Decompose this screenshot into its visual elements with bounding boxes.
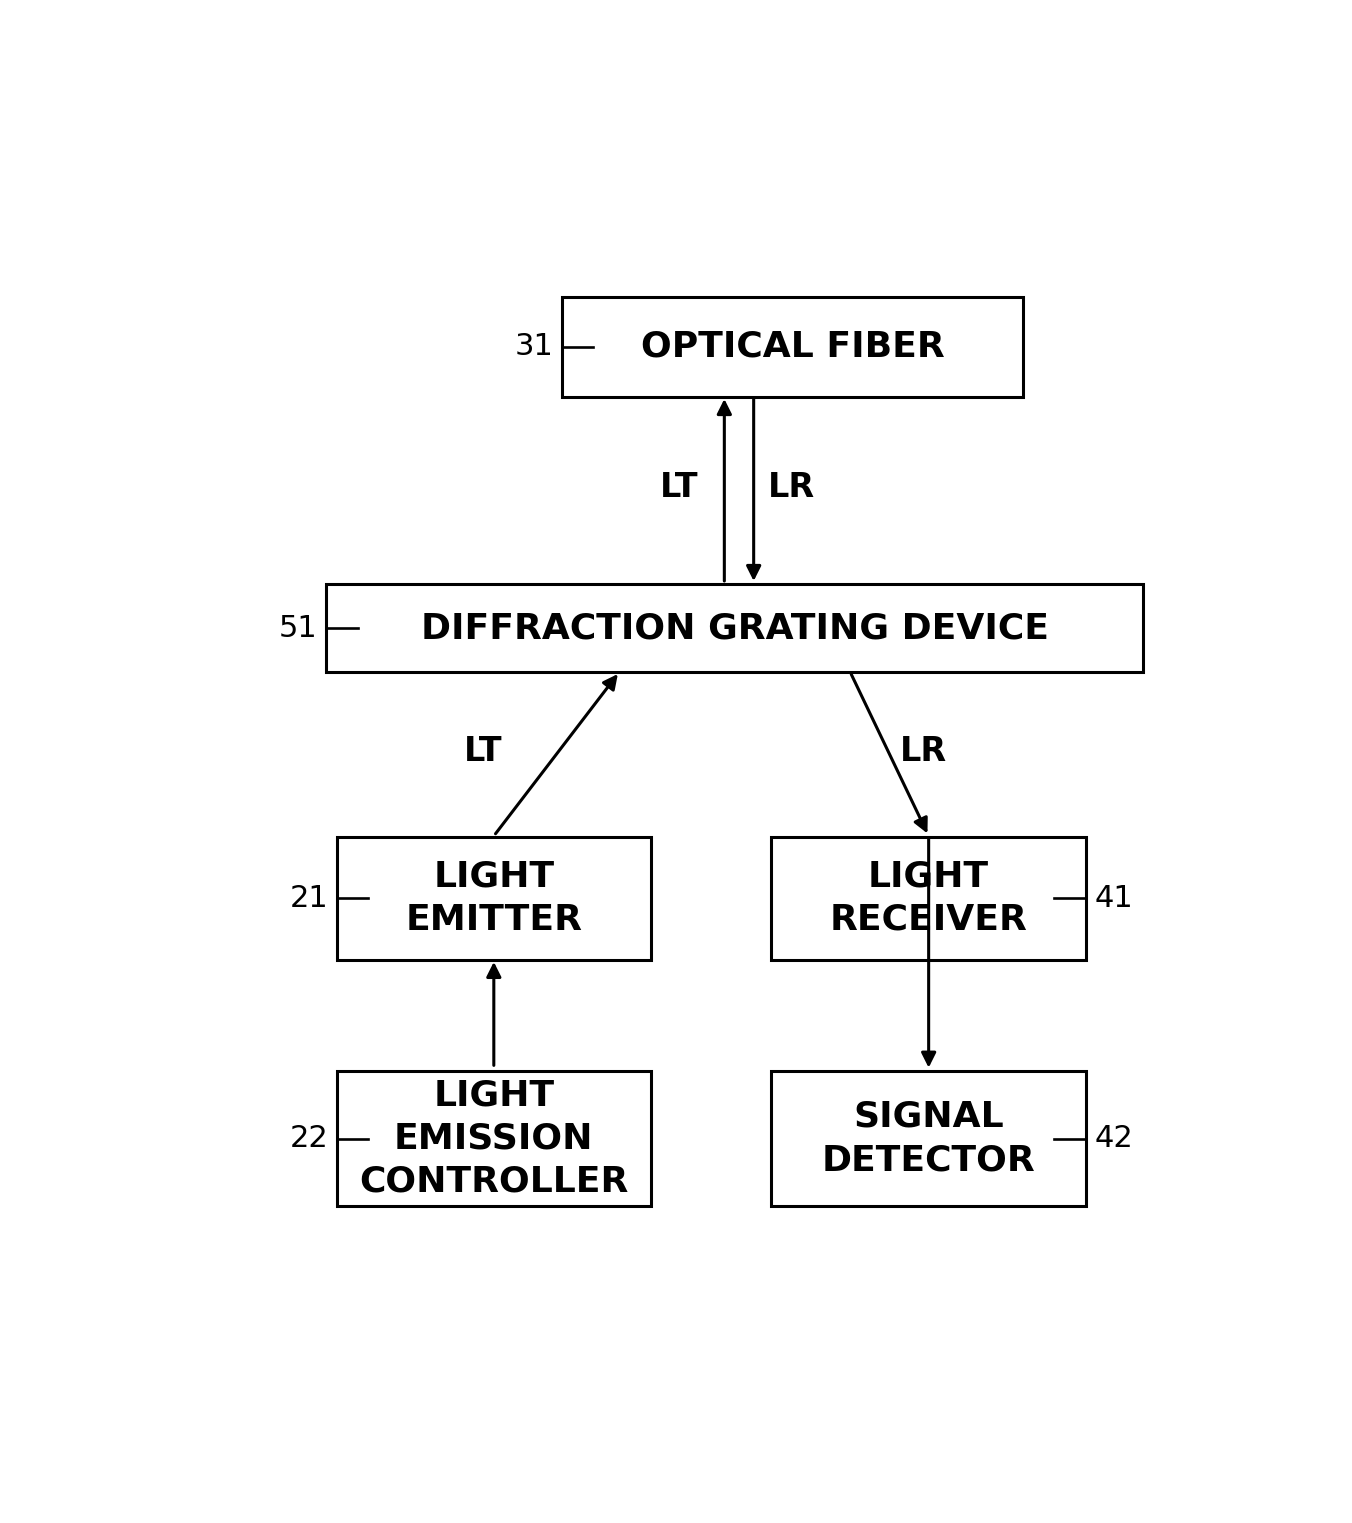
Bar — [562, 297, 1023, 398]
Text: LR: LR — [900, 736, 946, 768]
Text: 22: 22 — [289, 1124, 329, 1153]
Text: 31: 31 — [515, 332, 553, 361]
Text: 41: 41 — [1094, 883, 1133, 912]
Bar — [772, 1071, 1086, 1206]
Text: DIFFRACTION GRATING DEVICE: DIFFRACTION GRATING DEVICE — [420, 611, 1049, 646]
Text: 42: 42 — [1094, 1124, 1133, 1153]
Text: LIGHT
RECEIVER: LIGHT RECEIVER — [830, 859, 1028, 937]
Bar — [772, 836, 1086, 959]
Bar — [337, 1071, 650, 1206]
Text: LR: LR — [768, 471, 815, 504]
Text: LIGHT
EMITTER: LIGHT EMITTER — [406, 859, 583, 937]
Text: 21: 21 — [289, 883, 329, 912]
Bar — [326, 585, 1144, 672]
Text: 51: 51 — [279, 614, 318, 643]
Text: LT: LT — [464, 736, 503, 768]
Text: LIGHT
EMISSION
CONTROLLER: LIGHT EMISSION CONTROLLER — [360, 1078, 629, 1199]
Text: OPTICAL FIBER: OPTICAL FIBER — [641, 330, 944, 364]
Text: LT: LT — [660, 471, 698, 504]
Text: SIGNAL
DETECTOR: SIGNAL DETECTOR — [822, 1100, 1036, 1177]
Bar — [337, 836, 650, 959]
